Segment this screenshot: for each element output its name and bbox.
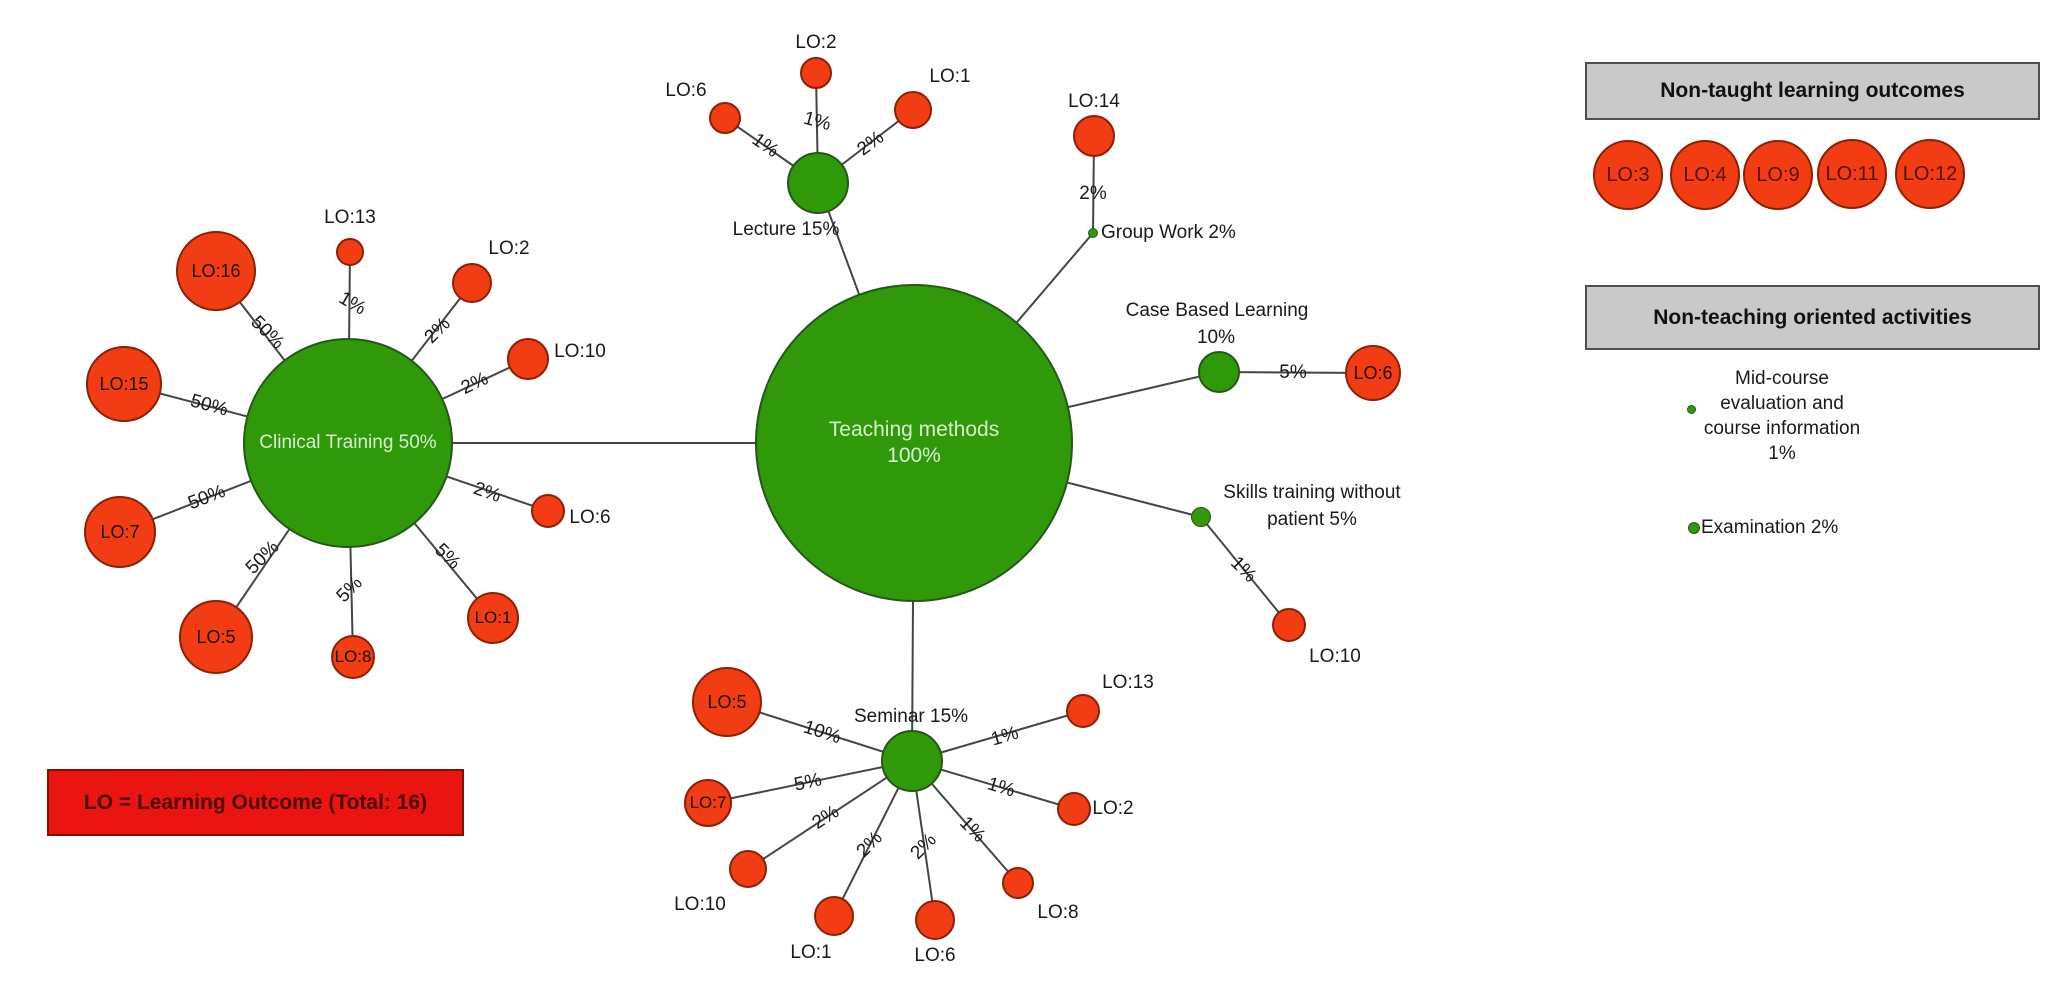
sat-groupwork-lo14 xyxy=(1073,115,1115,157)
sat-label: LO:6 xyxy=(1353,362,1393,383)
edge-skills-lo10 xyxy=(1200,516,1290,626)
group-work-label: Group Work 2% xyxy=(1101,222,1236,243)
sat-label: LO:1 xyxy=(474,608,512,628)
edge-seminar-lo10 xyxy=(747,760,913,870)
key-box-label: LO = Learning Outcome (Total: 16) xyxy=(83,790,428,814)
sat-label: LO:7 xyxy=(689,793,727,813)
legend-circle-label: LO:4 xyxy=(1683,163,1727,186)
node-case-based-learning xyxy=(1198,351,1240,393)
legend-non-taught-title: Non-taught learning outcomes xyxy=(1660,79,1965,102)
sat-clinical-lo15: LO:15 xyxy=(86,346,162,422)
sat-lecture-lo1 xyxy=(894,91,932,129)
skills-training-label: Skills training without patient 5% xyxy=(1223,482,1401,530)
sat-lecture-lo6-label: LO:6 xyxy=(665,80,707,101)
legend-non-teaching-title: Non-teaching oriented activities xyxy=(1653,305,1972,329)
sat-clinical-lo2 xyxy=(452,263,492,303)
sat-clinical-lo5: LO:5 xyxy=(179,600,253,674)
sat-label: LO:5 xyxy=(196,626,236,647)
sat-clinical-lo8: LO:8 xyxy=(331,635,375,679)
legend-circle-label: LO:12 xyxy=(1902,162,1958,185)
sat-clinical-lo2-label: LO:2 xyxy=(488,238,530,259)
legend-midcourse-dot xyxy=(1687,405,1696,414)
teaching-methods-pct: 100% xyxy=(887,444,941,467)
sat-label: LO:7 xyxy=(100,521,140,542)
node-skills-training-dot xyxy=(1191,507,1211,527)
sat-skills-lo10 xyxy=(1272,608,1306,642)
sat-seminar-lo2-label: LO:2 xyxy=(1092,798,1134,819)
sat-seminar-lo2 xyxy=(1057,792,1091,826)
sat-lecture-lo1-label: LO:1 xyxy=(929,66,971,87)
node-clinical-training: Clinical Training 50% xyxy=(243,338,453,548)
sat-clinical-lo13 xyxy=(336,238,364,266)
node-group-work-dot xyxy=(1088,228,1098,238)
sat-groupwork-lo14-label: LO:14 xyxy=(1068,91,1120,112)
sat-clinical-lo16: LO:16 xyxy=(176,231,256,311)
sat-seminar-lo13-label: LO:13 xyxy=(1102,672,1154,693)
sat-clinical-lo7: LO:7 xyxy=(84,496,156,568)
sat-seminar-lo8-label: LO:8 xyxy=(1037,902,1079,923)
node-seminar xyxy=(881,730,943,792)
node-teaching-methods: Teaching methods 100% xyxy=(755,284,1073,602)
sat-clinical-lo1: LO:1 xyxy=(467,592,519,644)
legend-non-teaching-box: Non-teaching oriented activities xyxy=(1585,285,2040,350)
sat-seminar-lo13 xyxy=(1066,694,1100,728)
case-based-learning-label: Case Based Learning xyxy=(1125,300,1309,321)
legend-circle-lo3: LO:3 xyxy=(1593,140,1663,210)
node-lecture xyxy=(787,152,849,214)
sat-label: LO:8 xyxy=(334,647,372,667)
sat-seminar-lo10 xyxy=(729,850,767,888)
sat-lecture-lo2 xyxy=(800,57,832,89)
sat-label: LO:16 xyxy=(191,260,241,281)
legend-examination-dot xyxy=(1688,522,1700,534)
key-box: LO = Learning Outcome (Total: 16) xyxy=(47,769,464,836)
sat-seminar-lo8 xyxy=(1002,867,1034,899)
pct-groupwork-lo14: 2% xyxy=(1079,183,1107,204)
legend-circle-label: LO:9 xyxy=(1756,163,1800,186)
sat-casebased-lo6: LO:6 xyxy=(1345,345,1401,401)
sat-seminar-lo1-label: LO:1 xyxy=(790,942,832,963)
legend-circle-lo11: LO:11 xyxy=(1817,139,1887,209)
sat-clinical-lo13-label: LO:13 xyxy=(324,207,376,228)
sat-seminar-lo5: LO:5 xyxy=(692,667,762,737)
legend-examination-label: Examination 2% xyxy=(1701,517,1839,538)
teaching-methods-label: Teaching methods xyxy=(828,417,1000,441)
sat-seminar-lo7: LO:7 xyxy=(684,779,732,827)
sat-clinical-lo10 xyxy=(507,338,549,380)
sat-seminar-lo6-label: LO:6 xyxy=(914,945,956,966)
sat-lecture-lo2-label: LO:2 xyxy=(795,32,837,53)
sat-seminar-lo6 xyxy=(915,900,955,940)
sat-clinical-lo10-label: LO:10 xyxy=(554,341,606,362)
legend-non-taught-box: Non-taught learning outcomes xyxy=(1585,62,2040,120)
legend-circle-lo4: LO:4 xyxy=(1670,140,1740,210)
lecture-label: Lecture 15% xyxy=(732,219,840,240)
clinical-training-label: Clinical Training 50% xyxy=(259,432,437,454)
legend-midcourse-label: Mid-course evaluation and course informa… xyxy=(1703,368,1861,464)
sat-label: LO:5 xyxy=(707,691,747,712)
pct-casebased-lo6: 5% xyxy=(1279,362,1307,383)
sat-skills-lo10-label: LO:10 xyxy=(1309,646,1361,667)
edge-seminar-lo7 xyxy=(707,760,913,804)
sat-clinical-lo6-label: LO:6 xyxy=(569,507,611,528)
sat-label: LO:15 xyxy=(99,373,149,394)
legend-circle-label: LO:3 xyxy=(1606,163,1650,186)
sat-clinical-lo6 xyxy=(531,494,565,528)
legend-circle-lo9: LO:9 xyxy=(1743,140,1813,210)
sat-seminar-lo10-label: LO:10 xyxy=(674,894,726,915)
legend-circle-label: LO:11 xyxy=(1825,162,1879,185)
case-based-learning-pct: 10% xyxy=(1196,327,1236,348)
legend-circle-lo12: LO:12 xyxy=(1895,139,1965,209)
seminar-label: Seminar 15% xyxy=(853,706,969,727)
sat-seminar-lo1 xyxy=(814,896,854,936)
sat-lecture-lo6 xyxy=(709,102,741,134)
